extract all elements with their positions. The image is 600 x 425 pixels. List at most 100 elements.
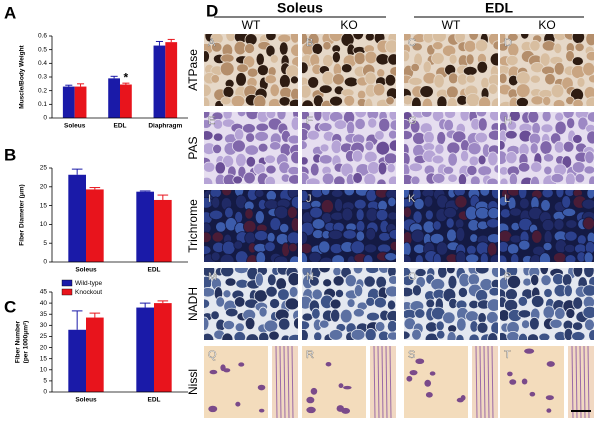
- error-bar: [157, 194, 169, 200]
- fiber: [540, 123, 554, 134]
- fiber: [477, 117, 488, 132]
- fiber: [286, 231, 298, 245]
- y-tick-label: 15: [40, 355, 48, 362]
- fiber: [465, 253, 480, 262]
- strip-gap: [366, 346, 370, 418]
- fiber: [529, 316, 540, 331]
- fiber: [582, 305, 594, 319]
- fiber: [204, 119, 212, 129]
- micrograph: [302, 346, 396, 418]
- tile-letter: O: [408, 271, 417, 283]
- fiber: [311, 288, 323, 301]
- fiber: [264, 154, 276, 164]
- fiber: [410, 63, 420, 72]
- tile-letter: L: [504, 193, 510, 205]
- fiber: [517, 161, 531, 173]
- fiber: [506, 330, 520, 340]
- fiber: [387, 175, 396, 184]
- fiber: [433, 73, 445, 89]
- bar: [68, 174, 86, 262]
- fiber: [204, 287, 216, 298]
- fiber: [267, 273, 277, 287]
- bar: [153, 45, 166, 118]
- fiber: [281, 242, 291, 257]
- fiber: [476, 60, 489, 74]
- fiber: [480, 76, 490, 90]
- tile-letter: P: [504, 271, 511, 283]
- fiber: [475, 206, 490, 220]
- fiber: [244, 317, 256, 330]
- y-tick-label: 0.2: [38, 87, 47, 94]
- fiber: [504, 130, 518, 140]
- x-tick-label: Diaphragm: [148, 123, 182, 130]
- fiber: [313, 331, 323, 340]
- fiber: [540, 274, 552, 287]
- fiber: [269, 141, 282, 151]
- fiber: [222, 85, 235, 99]
- fiber: [232, 175, 243, 184]
- fiber: [541, 190, 554, 199]
- fiber: [500, 230, 513, 243]
- fiber: [475, 112, 488, 118]
- cell: [546, 361, 555, 367]
- fiber: [542, 95, 552, 106]
- fiber: [244, 231, 257, 245]
- fiber: [384, 73, 396, 87]
- fiber: [583, 165, 594, 175]
- fiber: [385, 285, 396, 298]
- fiber: [375, 275, 387, 289]
- fiber: [454, 34, 466, 44]
- fiber: [204, 50, 210, 63]
- annotation: *: [124, 70, 129, 84]
- fiber: [517, 295, 528, 307]
- fiber: [288, 286, 298, 298]
- fiber: [541, 112, 552, 123]
- cell: [306, 396, 315, 404]
- micrograph: [302, 268, 396, 340]
- fiber: [431, 52, 445, 65]
- legend-swatch: [61, 279, 73, 287]
- fiber: [330, 190, 344, 198]
- tile-letter: D: [504, 37, 512, 49]
- fiber: [341, 207, 354, 222]
- fiber: [487, 151, 498, 167]
- micrograph: [204, 268, 298, 340]
- fiber: [434, 143, 445, 155]
- fiber: [442, 165, 455, 175]
- fiber: [302, 252, 308, 262]
- fiber: [538, 332, 551, 340]
- fiber: [376, 178, 387, 184]
- bar: [62, 86, 75, 118]
- fiber: [465, 310, 479, 323]
- fiber: [305, 177, 321, 184]
- fiber: [242, 123, 256, 134]
- fiber: [318, 319, 330, 329]
- row-label: ATPase: [186, 49, 200, 91]
- fiber: [505, 151, 518, 165]
- y-axis-label: Fiber Diameter (μm): [19, 184, 26, 245]
- fiber: [204, 176, 214, 184]
- cell: [343, 385, 352, 390]
- fiber: [431, 154, 445, 165]
- panel-label: D: [206, 1, 218, 20]
- fiber: [515, 97, 529, 106]
- fiber: [530, 175, 540, 184]
- micrograph: [500, 34, 594, 106]
- legend-swatch: [61, 288, 73, 296]
- column-label: KO: [340, 18, 357, 32]
- fiber: [352, 308, 365, 318]
- fiber: [322, 278, 333, 288]
- fiber: [254, 272, 264, 287]
- fiber: [287, 166, 298, 176]
- micrograph: [302, 112, 396, 184]
- fiber: [234, 250, 249, 262]
- fiber: [486, 233, 498, 244]
- tile-letter: A: [208, 37, 216, 49]
- fiber: [554, 120, 567, 136]
- fiber: [258, 331, 270, 340]
- fiber: [290, 116, 298, 131]
- striation: [373, 346, 376, 418]
- striation: [275, 346, 278, 418]
- fiber: [319, 143, 330, 153]
- fiber: [543, 153, 555, 163]
